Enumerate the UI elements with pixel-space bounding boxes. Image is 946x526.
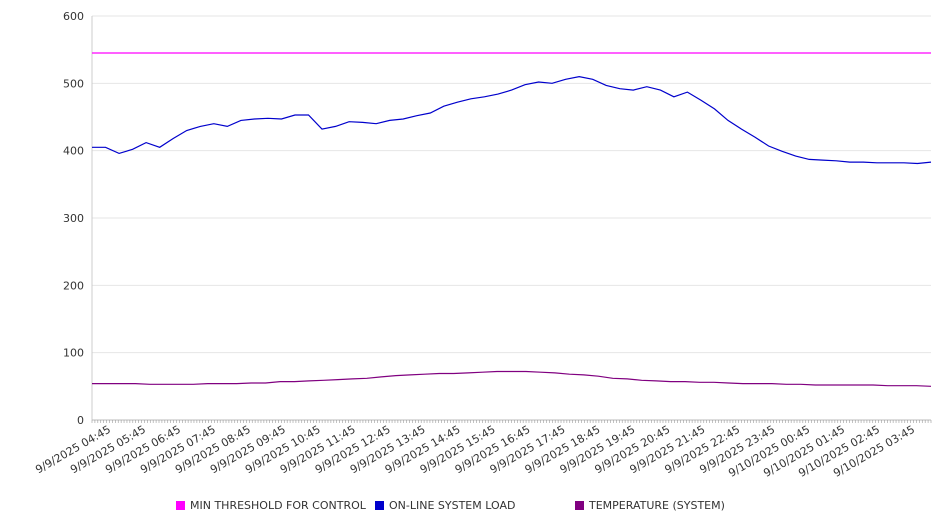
legend-swatch xyxy=(176,501,185,510)
legend-label: TEMPERATURE (SYSTEM) xyxy=(588,499,725,512)
series-line-online-system-load xyxy=(92,75,932,165)
y-tick-label: 600 xyxy=(63,10,84,23)
y-tick-label: 200 xyxy=(63,279,84,292)
legend-item: TEMPERATURE (SYSTEM) xyxy=(575,499,725,512)
x-axis: 9/9/2025 04:459/9/2025 05:459/9/2025 06:… xyxy=(33,420,932,480)
legend-item: ON-LINE SYSTEM LOAD xyxy=(375,499,515,512)
y-tick-label: 400 xyxy=(63,145,84,158)
legend: MIN THRESHOLD FOR CONTROL ON-LINE SYSTEM … xyxy=(176,499,725,512)
legend-swatch xyxy=(575,501,584,510)
y-tick-label: 300 xyxy=(63,212,84,225)
series-line-temperature xyxy=(92,370,932,387)
gridlines xyxy=(92,15,931,421)
series-lines xyxy=(92,52,932,387)
legend-label: MIN THRESHOLD FOR CONTROL xyxy=(190,499,367,512)
y-axis: 0 100 200 300 400 500 600 xyxy=(63,10,931,427)
y-tick-label: 100 xyxy=(63,347,84,360)
y-tick-label: 0 xyxy=(77,414,84,427)
legend-label: ON-LINE SYSTEM LOAD xyxy=(389,499,515,512)
y-tick-label: 500 xyxy=(63,77,84,90)
legend-swatch xyxy=(375,501,384,510)
legend-item: MIN THRESHOLD FOR CONTROL xyxy=(176,499,367,512)
